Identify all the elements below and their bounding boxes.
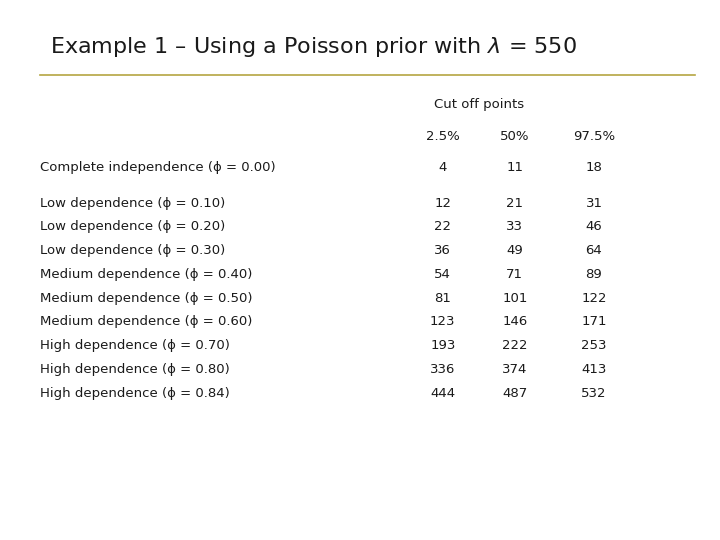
Text: 146: 146 (502, 315, 528, 328)
Text: Complete independence (ϕ = 0.00): Complete independence (ϕ = 0.00) (40, 161, 275, 174)
Text: 444: 444 (431, 387, 455, 400)
Text: 81: 81 (434, 292, 451, 305)
Text: 11: 11 (506, 161, 523, 174)
Text: 36: 36 (434, 244, 451, 257)
Text: 193: 193 (430, 339, 456, 352)
Text: Medium dependence (ϕ = 0.50): Medium dependence (ϕ = 0.50) (40, 292, 252, 305)
Text: 64: 64 (585, 244, 603, 257)
Text: 33: 33 (506, 220, 523, 233)
Text: Medium dependence (ϕ = 0.60): Medium dependence (ϕ = 0.60) (40, 315, 252, 328)
Text: 374: 374 (502, 363, 528, 376)
Text: 89: 89 (585, 268, 603, 281)
Text: 122: 122 (581, 292, 607, 305)
Text: 532: 532 (581, 387, 607, 400)
Text: 49: 49 (506, 244, 523, 257)
Text: 2.5%: 2.5% (426, 130, 459, 143)
Text: 336: 336 (430, 363, 456, 376)
Text: 21: 21 (506, 197, 523, 210)
Text: Cut off points: Cut off points (433, 98, 524, 111)
Text: High dependence (ϕ = 0.70): High dependence (ϕ = 0.70) (40, 339, 230, 352)
Text: 171: 171 (581, 315, 607, 328)
Text: 101: 101 (502, 292, 528, 305)
Text: Low dependence (ϕ = 0.10): Low dependence (ϕ = 0.10) (40, 197, 225, 210)
Text: 12: 12 (434, 197, 451, 210)
Text: 4: 4 (438, 161, 447, 174)
Text: Low dependence (ϕ = 0.20): Low dependence (ϕ = 0.20) (40, 220, 225, 233)
Text: 18: 18 (585, 161, 603, 174)
Text: Medium dependence (ϕ = 0.40): Medium dependence (ϕ = 0.40) (40, 268, 252, 281)
Text: High dependence (ϕ = 0.80): High dependence (ϕ = 0.80) (40, 363, 230, 376)
Text: Example 1 – Using a Poisson prior with $\lambda$ = 550: Example 1 – Using a Poisson prior with $… (50, 35, 577, 59)
Text: 253: 253 (581, 339, 607, 352)
Text: 71: 71 (506, 268, 523, 281)
Text: 54: 54 (434, 268, 451, 281)
Text: 222: 222 (502, 339, 528, 352)
Text: 487: 487 (502, 387, 528, 400)
Text: 22: 22 (434, 220, 451, 233)
Text: Low dependence (ϕ = 0.30): Low dependence (ϕ = 0.30) (40, 244, 225, 257)
Text: High dependence (ϕ = 0.84): High dependence (ϕ = 0.84) (40, 387, 230, 400)
Text: 50%: 50% (500, 130, 529, 143)
Text: 123: 123 (430, 315, 456, 328)
Text: 46: 46 (585, 220, 603, 233)
Text: 413: 413 (581, 363, 607, 376)
Text: 97.5%: 97.5% (573, 130, 615, 143)
Text: 31: 31 (585, 197, 603, 210)
